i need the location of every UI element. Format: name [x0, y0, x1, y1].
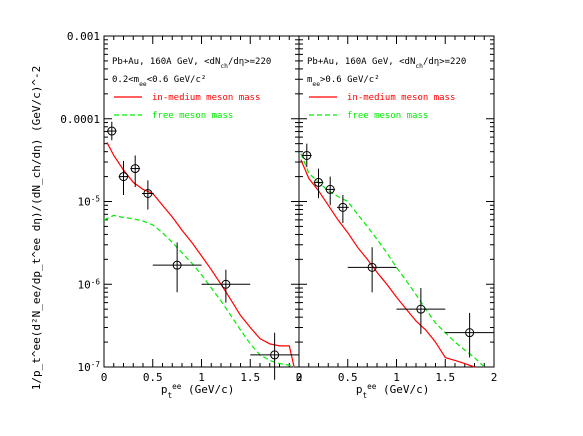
x-axis-label: ptee (GeV/c) — [356, 382, 430, 400]
data-marker — [119, 172, 128, 182]
data-point — [325, 176, 336, 206]
x-tick-label: 1 — [393, 371, 400, 384]
data-marker — [172, 260, 182, 270]
right-panel: 0 0.5 1 1.5 2 ptee (GeV/c) Pb+Au, 160A GeV, <d… — [296, 35, 498, 400]
data-point — [201, 269, 251, 303]
y-tick-label: 0.0001 — [60, 113, 100, 126]
in-medium-curve — [300, 159, 475, 368]
y-tick-label: 10-5 — [77, 194, 100, 209]
data-marker — [338, 202, 348, 212]
y-tick-label: 0.001 — [67, 30, 100, 43]
left-panel: 0 0.5 1 1.5 2 10-7 10-6 10-5 0.0001 0.001 ptee (Ge… — [60, 30, 302, 400]
data-marker — [325, 184, 335, 194]
data-marker — [107, 126, 117, 136]
data-point — [445, 312, 494, 358]
free-meson-curve — [103, 214, 295, 368]
x-tick-label: 1.5 — [240, 371, 260, 384]
data-point — [152, 242, 202, 293]
x-tick-label: 1.5 — [435, 371, 455, 384]
data-point — [142, 180, 154, 210]
x-tick-label: 2 — [491, 371, 498, 384]
data-marker — [302, 150, 312, 160]
data-point — [396, 288, 446, 335]
data-point — [130, 155, 141, 187]
y-axis-label: 1/p_t^ee(d²N_ee/dp_t^ee dη)/(dN_ch/dη) (… — [30, 66, 43, 391]
legend-entry: in-medium meson mass — [347, 93, 455, 103]
x-tick-label: 2 — [296, 371, 303, 384]
x-tick-label: 1 — [198, 371, 205, 384]
data-marker — [367, 262, 377, 272]
data-point — [347, 247, 397, 293]
x-tick-label: 0.5 — [143, 371, 163, 384]
annotation-text: 0.2<mee<0.6 GeV/c² — [112, 75, 206, 88]
data-point — [313, 168, 324, 199]
data-marker — [221, 279, 231, 289]
data-point — [118, 160, 129, 195]
annotation-text: Pb+Au, 160A GeV, <dNch/dη>=220 — [307, 57, 466, 70]
annotation-text: mee>0.6 GeV/c² — [307, 75, 380, 88]
data-marker — [314, 177, 323, 187]
y-tick-label: 10-6 — [77, 277, 100, 292]
x-tick-label: 0 — [296, 371, 303, 384]
legend-entry: free meson mass — [152, 111, 233, 121]
x-tick-label: 0 — [101, 371, 108, 384]
y-tick-label: 10-7 — [77, 360, 100, 375]
in-medium-curve — [106, 142, 295, 368]
plot-frame — [298, 35, 495, 368]
data-point — [337, 194, 349, 223]
data-marker — [465, 328, 475, 338]
x-tick-label: 0.5 — [338, 371, 358, 384]
legend-entry: free meson mass — [347, 111, 428, 121]
data-marker — [130, 164, 140, 174]
plot-frame — [103, 35, 300, 368]
data-marker — [143, 188, 153, 198]
data-marker — [270, 350, 280, 360]
data-point — [250, 332, 299, 380]
annotation-text: Pb+Au, 160A GeV, <dNch/dη>=220 — [112, 57, 271, 70]
data-marker — [416, 304, 426, 314]
data-point — [301, 143, 312, 168]
legend-entry: in-medium meson mass — [152, 93, 260, 103]
x-axis-label: ptee (GeV/c) — [161, 382, 235, 400]
data-point — [106, 121, 117, 141]
